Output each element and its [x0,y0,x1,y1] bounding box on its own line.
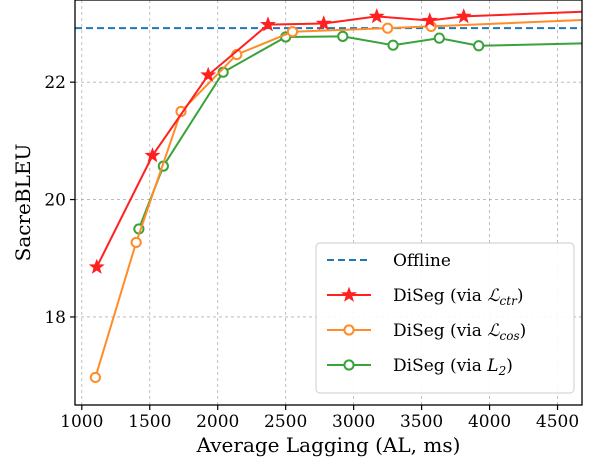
data-point-marker [286,26,299,38]
data-point-marker [130,236,142,249]
data-point-marker [200,66,217,82]
data-point-marker [368,8,385,24]
y-tick-label: 20 [44,191,66,211]
x-tick-label: 2000 [196,412,239,432]
legend-label: DiSeg (via ℒctr) [393,286,523,308]
series-0 [88,8,583,274]
data-point-marker [433,32,445,44]
legend-offline-label: Offline [393,251,451,271]
series-2 [133,30,583,235]
data-point-marker [144,147,161,163]
data-point-marker [473,40,485,52]
legend-swatch-marker [343,359,355,371]
x-tick-label: 4500 [536,412,579,432]
ticks-layer: 1000 1500 2000 2500 3000 3500 4000 4500 18 20 22 [44,73,579,432]
data-point-marker [88,258,105,274]
x-tick-label: 3500 [400,412,443,432]
legend-swatch-marker [341,286,357,302]
legend: Offline DiSeg (via ℒctr) DiSeg (via ℒcos) D… [315,242,575,394]
plot-frame [74,0,583,406]
x-tick-label: 3000 [332,412,375,432]
series-1 [89,18,583,384]
y-axis-title: SacreBLEU [11,144,35,262]
legend-label: DiSeg (via L2) [393,356,513,378]
series-line [95,10,583,268]
data-point-marker [175,105,187,118]
series-line [137,35,583,230]
y-tick-label: 18 [44,308,66,328]
x-tick-label: 1500 [128,412,171,432]
data-point-marker [89,371,101,384]
x-tick-label: 2500 [264,412,307,432]
data-point-marker [315,15,332,31]
data-point-marker [455,8,472,24]
legend-box [315,242,575,394]
legend-label: DiSeg (via ℒcos) [393,321,526,343]
data-point-marker [260,16,276,32]
data-point-marker [421,12,438,28]
x-tick-label: 4000 [468,412,511,432]
data-point-marker [382,22,394,34]
x-axis-title: Average Lagging (AL, ms) [196,433,461,457]
y-tick-label: 22 [44,73,66,93]
data-point-marker [387,39,399,51]
series-layer [88,8,583,384]
x-tick-label: 1000 [60,412,103,432]
series-line [94,18,583,378]
legend-swatch-marker [343,324,355,336]
data-point-marker [337,30,349,42]
